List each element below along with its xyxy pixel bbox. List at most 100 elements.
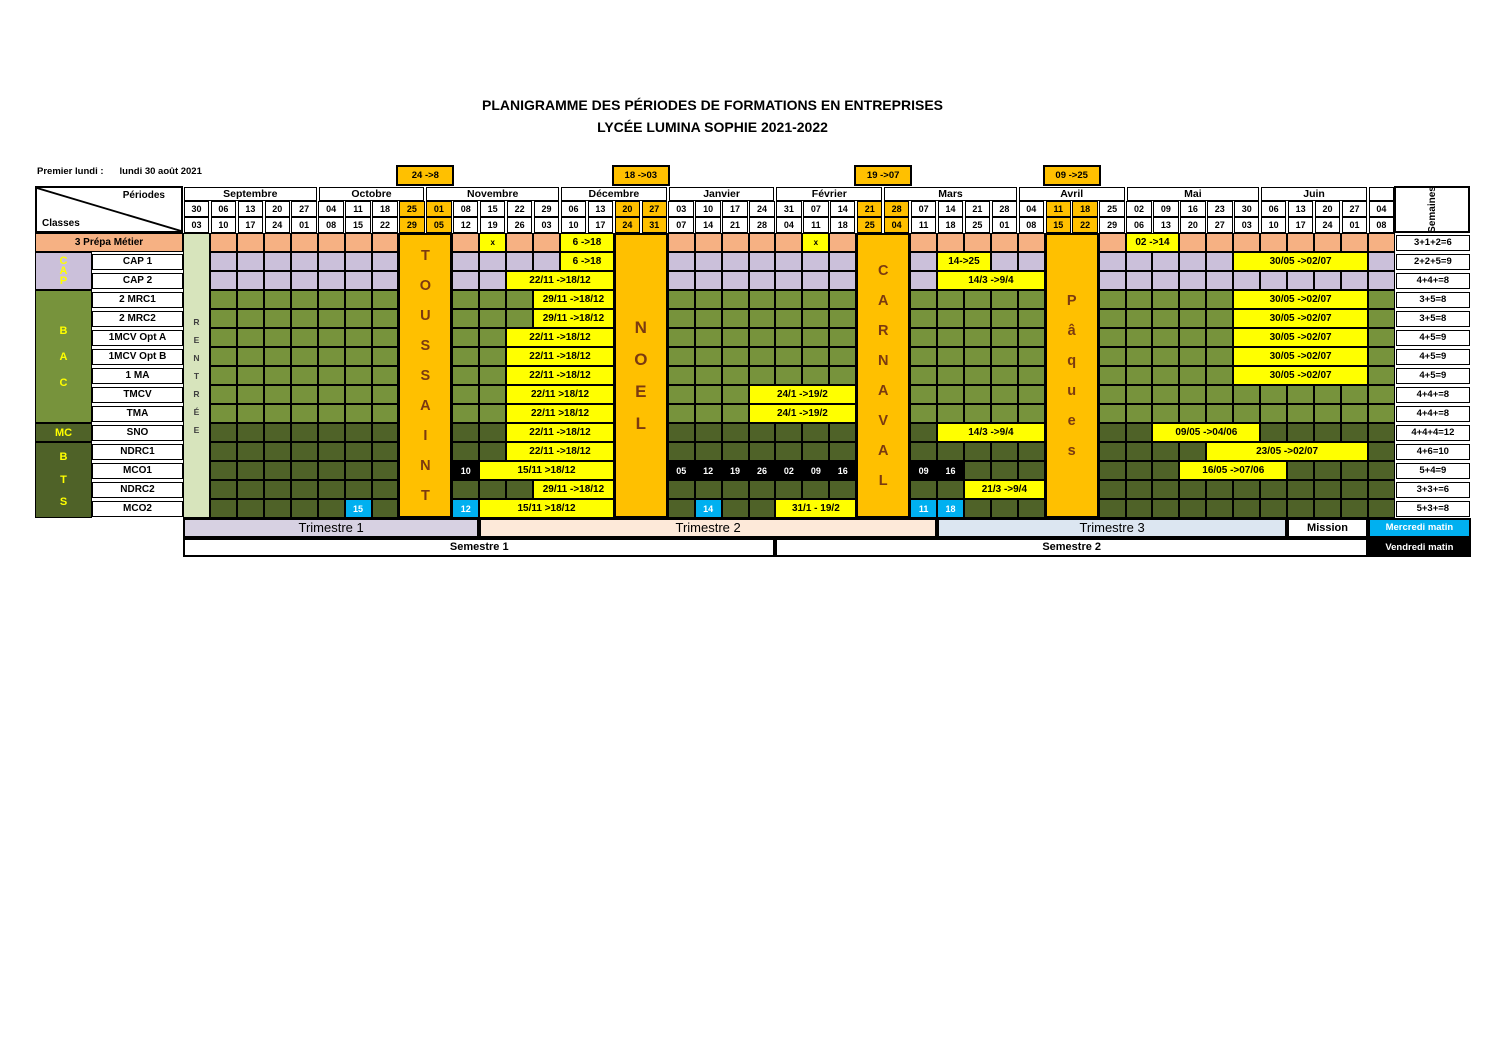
corner-classes-label: Classes bbox=[42, 218, 80, 229]
week-start-cell: 20 bbox=[614, 201, 641, 217]
grid-cell bbox=[1125, 385, 1153, 404]
class-label: NDRC1 bbox=[92, 443, 183, 460]
vacation-letter: U bbox=[420, 307, 431, 324]
vacation-letter: L bbox=[878, 472, 888, 489]
week-start-cell: 04 bbox=[1368, 201, 1395, 217]
pfmp-bar: 30/05 ->02/07 bbox=[1233, 309, 1368, 328]
grid-cell bbox=[479, 385, 507, 404]
grid-cell bbox=[452, 252, 480, 271]
pfmp-bar: 22/11 ->18/12 bbox=[506, 366, 614, 385]
vendredi-matin-cell: 09 bbox=[910, 461, 938, 480]
grid-cell bbox=[1206, 252, 1234, 271]
grid-cell bbox=[910, 271, 938, 290]
grid-cell bbox=[748, 347, 776, 366]
grid-cell bbox=[721, 252, 749, 271]
rentree-letter: T bbox=[193, 370, 200, 381]
grid-cell bbox=[344, 461, 372, 480]
grid-cell bbox=[694, 385, 722, 404]
grid-cell bbox=[802, 366, 830, 385]
grid-cell bbox=[1179, 328, 1207, 347]
grid-cell bbox=[1340, 480, 1368, 499]
grid-cell bbox=[1098, 366, 1126, 385]
grid-cell bbox=[937, 385, 964, 404]
grid-cell bbox=[506, 252, 534, 271]
grid-cell bbox=[990, 290, 1018, 309]
grid-cell bbox=[1367, 442, 1395, 461]
grid-cell bbox=[829, 252, 857, 271]
grid-cell bbox=[236, 499, 264, 518]
grid-cell bbox=[721, 385, 749, 404]
grid-cell bbox=[910, 366, 938, 385]
grid-cell bbox=[263, 461, 291, 480]
pfmp-bar: 22/11 ->18/12 bbox=[506, 442, 614, 461]
grid-cell bbox=[1367, 252, 1395, 271]
grid-cell bbox=[937, 404, 964, 423]
grid-cell bbox=[910, 328, 938, 347]
grid-cell bbox=[829, 271, 857, 290]
grid-cell bbox=[371, 366, 399, 385]
grid-cell bbox=[748, 309, 776, 328]
grid-cell bbox=[775, 480, 803, 499]
mercredi-matin-cell: 14 bbox=[694, 499, 722, 518]
grid-cell bbox=[694, 480, 722, 499]
class-label: CAP 1 bbox=[92, 253, 183, 270]
grid-cell bbox=[1314, 271, 1341, 290]
week-start-cell: 27 bbox=[291, 201, 317, 217]
grid-cell bbox=[344, 233, 372, 252]
grid-cell bbox=[721, 480, 749, 499]
grid-cell bbox=[263, 271, 291, 290]
grid-cell bbox=[1179, 233, 1207, 252]
grid-cell bbox=[1125, 480, 1153, 499]
grid-cell bbox=[721, 328, 749, 347]
week-end-cell: 13 bbox=[1153, 217, 1179, 233]
vacation-range-label: 19 ->07 bbox=[854, 165, 913, 186]
grid-cell bbox=[371, 233, 399, 252]
grid-cell bbox=[344, 366, 372, 385]
page-title: PLANIGRAMME DES PÉRIODES DE FORMATIONS E… bbox=[481, 97, 943, 113]
vacation-letter: S bbox=[420, 337, 431, 354]
grid-cell bbox=[1017, 347, 1045, 366]
grid-cell bbox=[209, 347, 237, 366]
grid-cell bbox=[1287, 480, 1315, 499]
grid-cell bbox=[1314, 385, 1341, 404]
month-header: Septembre bbox=[184, 186, 317, 201]
grid-cell bbox=[1340, 233, 1368, 252]
grid-cell bbox=[506, 480, 534, 499]
grid-cell bbox=[775, 347, 803, 366]
grid-cell bbox=[694, 328, 722, 347]
grid-cell bbox=[317, 290, 345, 309]
class-label: TMCV bbox=[92, 386, 183, 403]
grid-cell bbox=[1179, 290, 1207, 309]
semaines-header-text: Semaines bbox=[1426, 186, 1438, 233]
grid-cell bbox=[1125, 252, 1153, 271]
grid-cell bbox=[236, 461, 264, 480]
week-end-cell: 01 bbox=[991, 217, 1018, 233]
week-start-cell: 04 bbox=[318, 201, 344, 217]
week-end-cell: 03 bbox=[183, 217, 210, 233]
grid-cell bbox=[748, 252, 776, 271]
group-letter: B bbox=[59, 324, 68, 337]
grid-cell bbox=[667, 309, 695, 328]
grid-cell bbox=[721, 423, 749, 442]
vacation-range-label: 24 ->8 bbox=[396, 165, 455, 186]
grid-cell bbox=[479, 442, 507, 461]
grid-cell bbox=[209, 461, 237, 480]
week-start-cell: 31 bbox=[776, 201, 802, 217]
week-start-cell: 28 bbox=[991, 201, 1018, 217]
week-end-cell: 20 bbox=[1180, 217, 1206, 233]
grid-cell bbox=[236, 309, 264, 328]
grid-cell bbox=[990, 385, 1018, 404]
mercredi-matin-cell: 15 bbox=[344, 499, 372, 518]
week-end-cell: 27 bbox=[1207, 217, 1233, 233]
grid-cell bbox=[1179, 442, 1207, 461]
weeks-total-cell: 4+5=9 bbox=[1395, 348, 1470, 365]
grid-cell bbox=[452, 442, 480, 461]
grid-cell bbox=[1206, 366, 1234, 385]
grid-cell bbox=[1017, 366, 1045, 385]
pfmp-bar: 30/05 ->02/07 bbox=[1233, 252, 1368, 271]
grid-cell bbox=[452, 480, 480, 499]
grid-cell bbox=[1152, 309, 1180, 328]
grid-cell bbox=[263, 404, 291, 423]
vacation-letter: E bbox=[635, 381, 647, 401]
